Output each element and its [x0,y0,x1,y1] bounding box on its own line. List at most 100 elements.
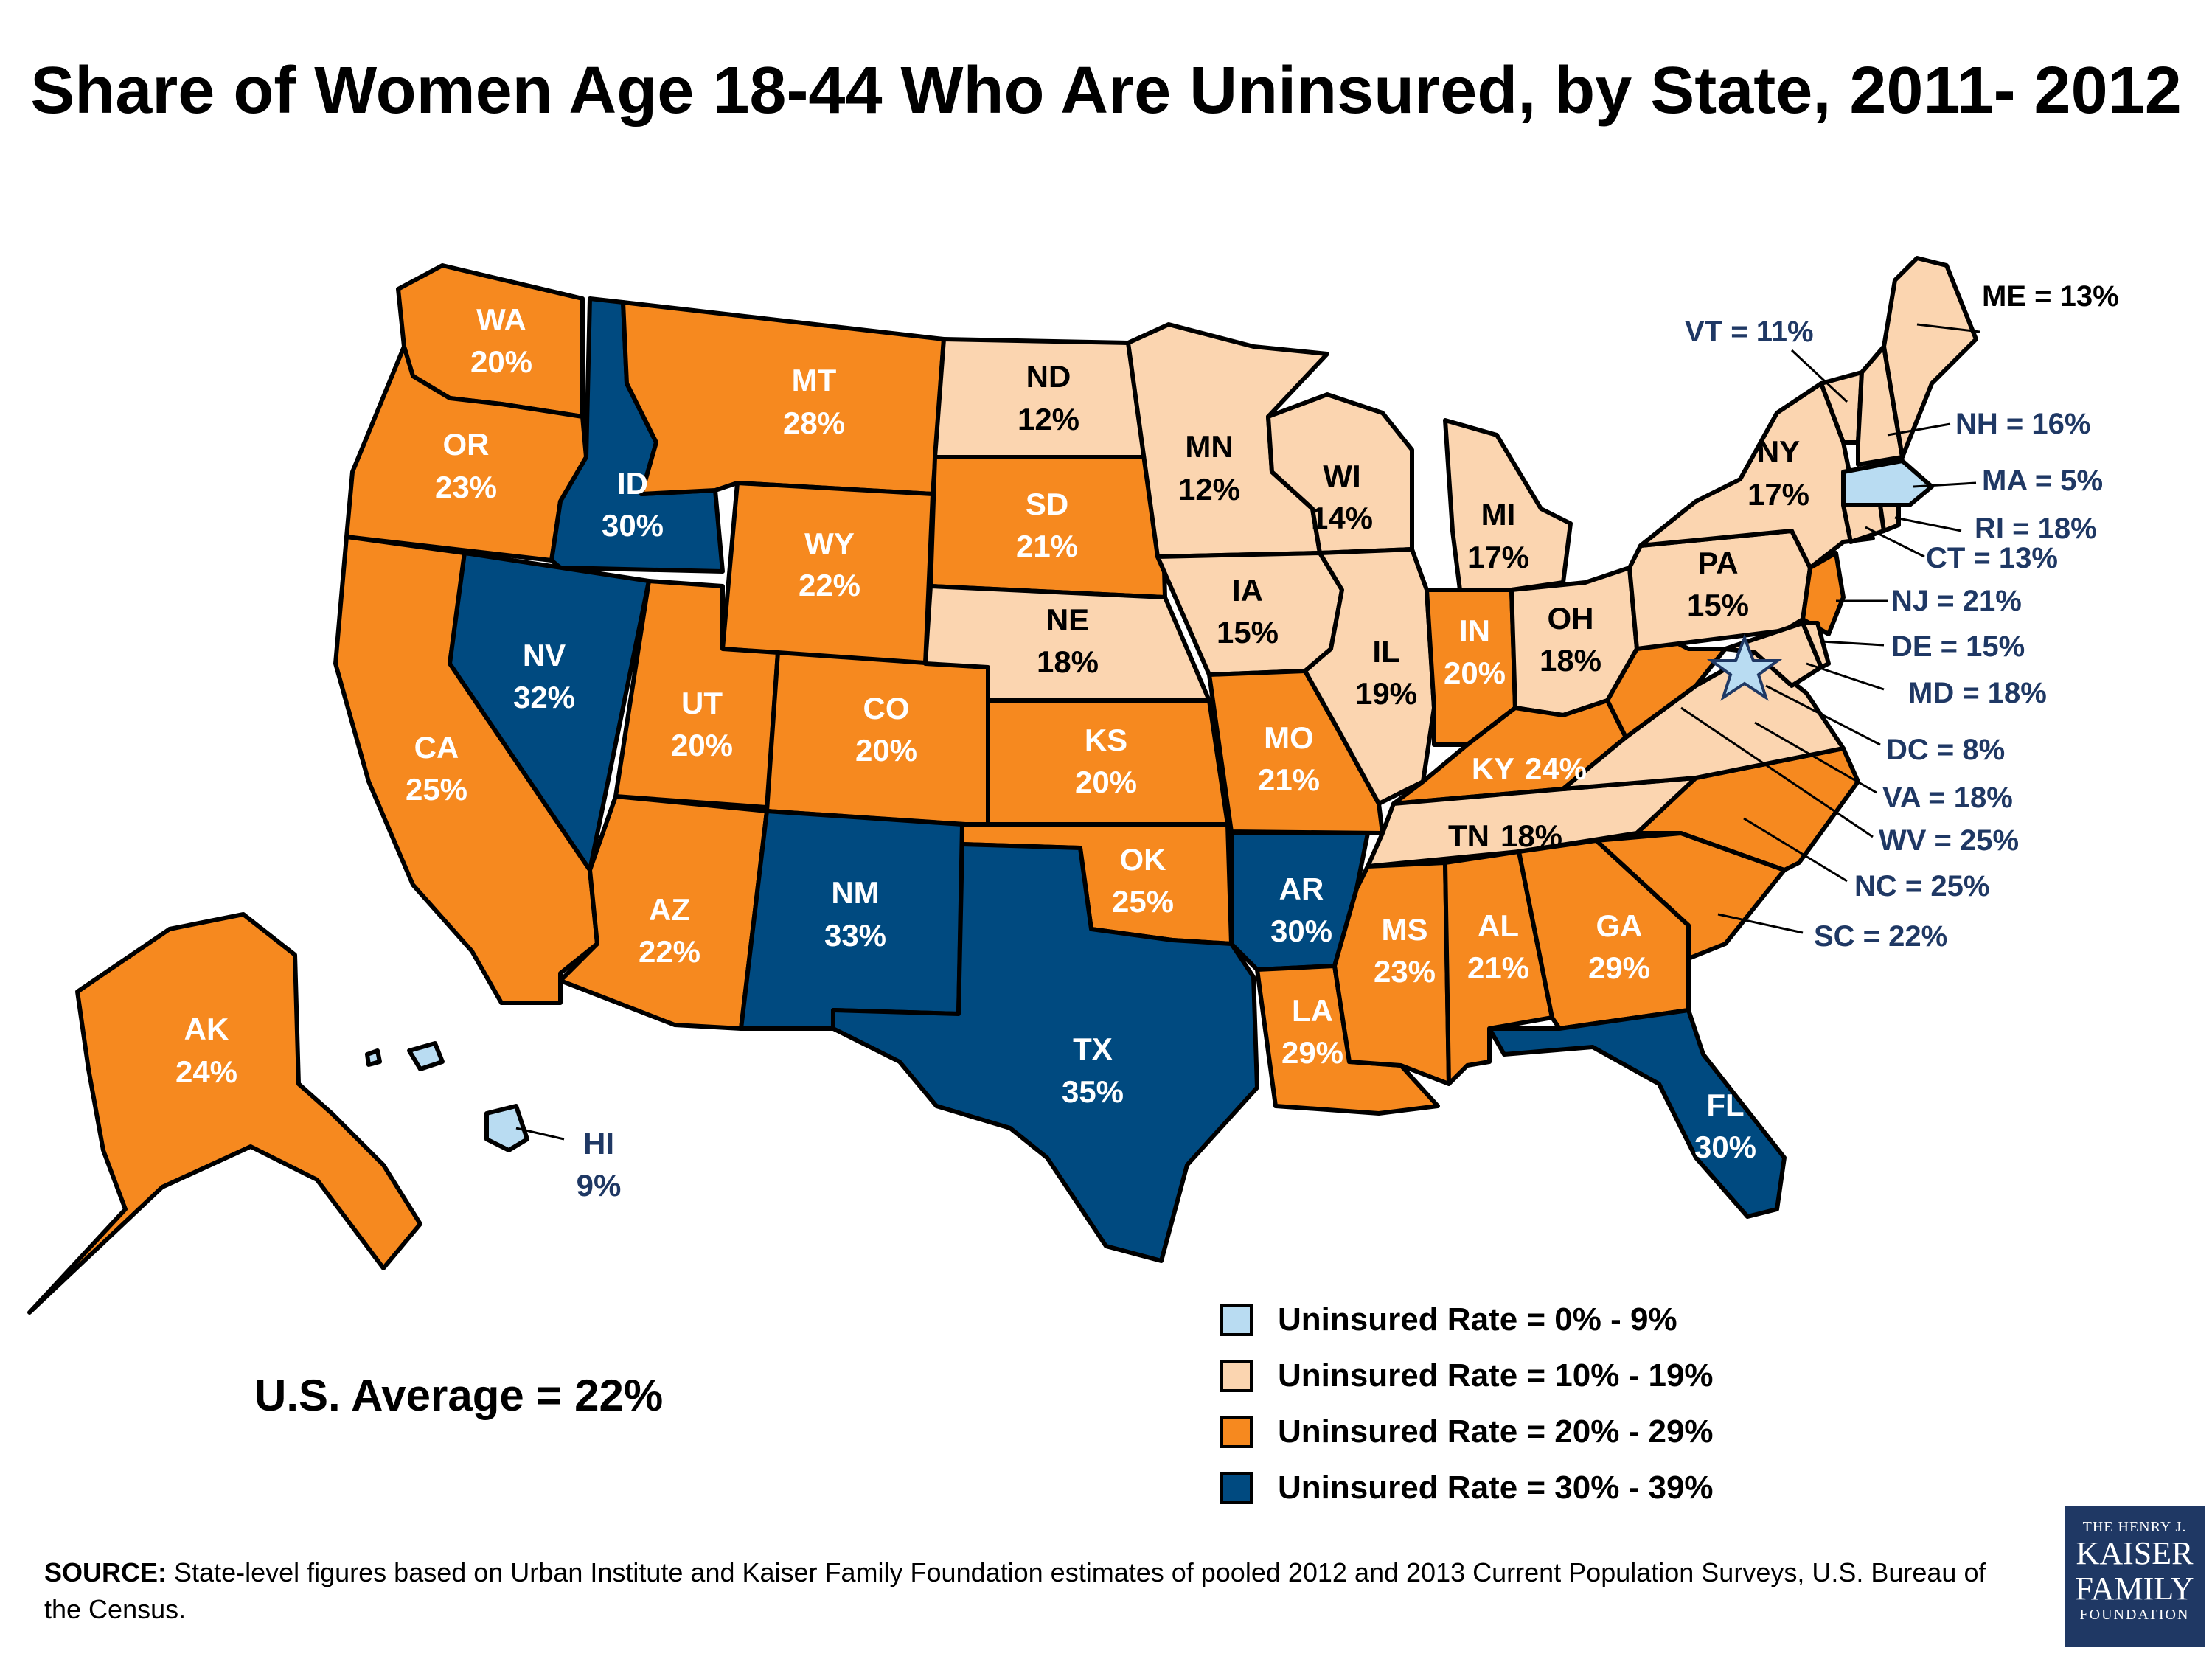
label-hi-value: 9% [577,1168,622,1203]
label-hi-abbr: HI [583,1126,614,1161]
callout-me: ME = 13% [1982,280,2119,313]
label-id-value: 30% [602,508,664,543]
label-ar-abbr: AR [1279,872,1324,906]
leader-vt [1790,349,1848,403]
label-ne-value: 18% [1037,644,1099,679]
label-tn-value: 18% [1500,818,1562,853]
label-sd-value: 21% [1016,529,1078,563]
logo-line-3: FAMILY [2075,1571,2194,1607]
leader-nh [1887,422,1951,437]
legend-label: Uninsured Rate = 30% - 39% [1278,1470,1714,1506]
label-nv-value: 32% [513,680,575,714]
callout-dc: DC = 8% [1886,734,2005,766]
label-in-value: 20% [1444,655,1506,690]
leader-ct [1865,526,1925,558]
leader-md [1806,662,1885,691]
label-pa-abbr: PA [1697,546,1738,580]
state-hi-oahu [365,1048,382,1067]
logo-line-2: KAISER [2076,1535,2194,1571]
kff-logo: THE HENRY J. KAISER FAMILY FOUNDATION [2065,1506,2205,1647]
callout-va: VA = 18% [1882,782,2013,814]
legend-item: Uninsured Rate = 10% - 19% [1220,1348,1714,1404]
callout-ct: CT = 13% [1926,542,2058,574]
label-ms-value: 23% [1374,954,1436,989]
label-il-abbr: IL [1372,634,1399,669]
label-ok-abbr: OK [1120,842,1166,877]
label-wi-value: 14% [1311,501,1373,535]
state-mt [621,300,946,496]
leader-de [1820,640,1885,647]
label-pa-value: 15% [1687,588,1749,622]
label-oh-value: 18% [1540,643,1601,678]
callout-nh: NH = 16% [1955,408,2090,440]
label-mo-value: 21% [1258,762,1320,797]
state-nd [933,337,1164,459]
label-nv-abbr: NV [523,638,566,672]
state-ak [27,912,422,1315]
state-tx [831,842,1259,1263]
label-ia-abbr: IA [1232,573,1263,608]
label-mo-abbr: MO [1264,720,1314,755]
label-mi-value: 17% [1467,540,1529,574]
label-ga-value: 29% [1588,950,1650,985]
label-in-abbr: IN [1459,613,1490,648]
label-ny-abbr: NY [1757,434,1800,469]
us-average: U.S. Average = 22% [254,1371,664,1420]
legend: Uninsured Rate = 0% - 9% Uninsured Rate … [1220,1292,1714,1516]
label-nm-abbr: NM [831,875,879,910]
label-co-abbr: CO [863,691,910,726]
leader-ri [1894,516,1962,532]
legend-item: Uninsured Rate = 0% - 9% [1220,1292,1714,1348]
map-title: Share of Women Age 18-44 Who Are Uninsur… [30,54,2182,128]
label-ak-abbr: AK [184,1012,229,1046]
label-tn-abbr: TN [1448,818,1489,853]
label-wa-abbr: WA [476,302,526,337]
label-ut-value: 20% [671,728,733,762]
label-ne-abbr: NE [1046,602,1089,637]
label-mt-value: 28% [783,406,845,440]
state-il [1303,547,1436,806]
callout-ri: RI = 18% [1975,512,2097,545]
label-az-abbr: AZ [649,892,690,927]
source-prefix: SOURCE: [44,1557,167,1587]
state-de [1801,621,1831,669]
legend-swatch [1220,1360,1253,1392]
leader-ma [1913,481,1977,488]
state-ri [1878,503,1901,533]
label-nd-abbr: ND [1026,359,1071,394]
legend-label: Uninsured Rate = 20% - 29% [1278,1413,1714,1450]
label-mn-abbr: MN [1185,429,1233,464]
callout-nc: NC = 25% [1854,870,1989,902]
label-fl-abbr: FL [1706,1088,1744,1122]
state-mi [1443,418,1573,592]
callout-md: MD = 18% [1908,677,2047,709]
label-ak-value: 24% [175,1054,237,1089]
label-mi-abbr: MI [1481,497,1516,532]
label-co-value: 20% [855,733,917,768]
leader-va [1754,721,1877,794]
source-text: State-level figures based on Urban Insti… [44,1557,1986,1624]
label-ok-value: 25% [1112,884,1174,919]
label-or-value: 23% [435,470,497,504]
label-tx-value: 35% [1062,1074,1124,1109]
leader-dc [1765,684,1881,746]
leader-me [1916,323,1980,333]
leader-nc [1743,817,1848,883]
state-ma [1841,459,1934,507]
label-al-abbr: AL [1478,908,1519,943]
source-note: SOURCE: State-level figures based on Urb… [44,1554,1998,1628]
state-nj [1801,551,1846,636]
callout-vt: VT = 11% [1685,316,1814,348]
state-hi [484,1104,529,1152]
callout-wv: WV = 25% [1879,824,2019,857]
state-fl [1487,1008,1787,1219]
label-la-value: 29% [1281,1035,1343,1070]
label-sd-abbr: SD [1026,487,1068,521]
logo-line-1: THE HENRY J. [2082,1519,2187,1535]
label-ky-abbr: KY [1472,751,1514,786]
legend-swatch [1220,1304,1253,1336]
state-ks [986,698,1230,827]
leader-hi [515,1127,565,1141]
label-mn-value: 12% [1178,472,1240,507]
label-ks-value: 20% [1075,765,1137,799]
